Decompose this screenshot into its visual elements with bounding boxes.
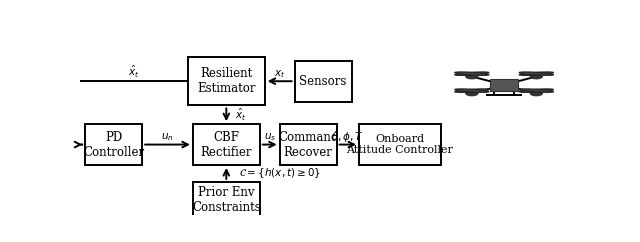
Bar <box>193 124 260 165</box>
Bar <box>85 124 142 165</box>
Text: PD
Controller: PD Controller <box>83 131 144 159</box>
Ellipse shape <box>454 72 489 76</box>
Ellipse shape <box>454 89 489 92</box>
Text: Sensors: Sensors <box>300 75 347 88</box>
Text: $\hat{x}_t$: $\hat{x}_t$ <box>236 107 247 123</box>
Text: $\mathcal{C} = \{h(x,t) \geq 0\}$: $\mathcal{C} = \{h(x,t) \geq 0\}$ <box>239 166 321 180</box>
Ellipse shape <box>519 89 554 92</box>
Ellipse shape <box>519 89 554 92</box>
Bar <box>188 57 265 106</box>
Bar <box>280 124 337 165</box>
Text: $\hat{x}_t$: $\hat{x}_t$ <box>128 64 140 80</box>
Text: $u_n$: $u_n$ <box>161 131 174 143</box>
Bar <box>359 124 441 165</box>
Circle shape <box>466 91 478 96</box>
Circle shape <box>466 74 478 79</box>
Ellipse shape <box>519 72 554 76</box>
Text: Command
Recover: Command Recover <box>278 131 339 159</box>
Text: $\theta, \phi, T$: $\theta, \phi, T$ <box>332 130 364 144</box>
Text: Resilient
Estimator: Resilient Estimator <box>197 67 255 95</box>
Text: CBF
Rectifier: CBF Rectifier <box>200 131 252 159</box>
Bar <box>294 61 351 102</box>
Bar <box>193 182 260 219</box>
Text: Onboard
Attitude Controller: Onboard Attitude Controller <box>346 134 453 155</box>
Circle shape <box>531 91 542 96</box>
Text: $u_s$: $u_s$ <box>264 131 276 143</box>
Circle shape <box>531 74 542 79</box>
Text: $x_t$: $x_t$ <box>274 68 285 80</box>
Text: Prior Env
Constraints: Prior Env Constraints <box>192 187 260 214</box>
Ellipse shape <box>519 72 554 76</box>
Ellipse shape <box>454 89 489 92</box>
Ellipse shape <box>454 72 489 76</box>
Bar <box>490 79 518 91</box>
